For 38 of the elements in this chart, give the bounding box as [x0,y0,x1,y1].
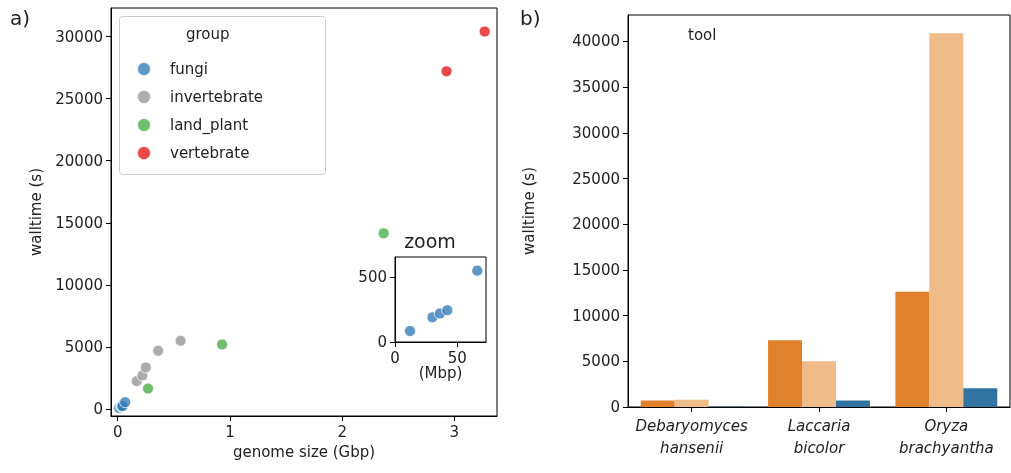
x-tick-label: Laccaria bicolor [787,417,851,457]
x-tick-label: 2 [337,422,347,441]
y-tick-label: 10000 [572,306,620,325]
y-tick-label: 20000 [55,151,103,170]
y-tick-label: 30000 [572,123,620,142]
y-axis-title: walltime (s) [26,168,45,256]
x-tick-label: Oryza brachyantha [898,417,994,457]
text: a) [10,6,31,30]
y-tick-label: 15000 [572,260,620,279]
legend-title: group [186,24,230,43]
x-axis-title: (Mbp) [418,364,463,383]
x-tick-label: 3 [449,422,460,441]
y-tick-label: 15000 [55,213,103,232]
x-axis-title: genome size (Gbp) [232,442,376,461]
legend-label: invertebrate [170,88,264,106]
y-tick-label: 500 [358,268,387,287]
y-tick-label: 35000 [572,78,620,97]
text: b) [520,6,541,30]
x-tick-label: 1 [225,422,235,441]
legend-label: fungi [170,60,208,78]
chart-title: zoom [404,229,456,252]
y-tick-label: 40000 [572,32,620,51]
y-tick-label: 0 [610,398,620,416]
y-tick-label: 20000 [572,215,620,234]
y-tick-label: 25000 [55,89,103,108]
y-axis-title: walltime (s) [519,167,538,255]
x-tick-label: 0 [112,422,123,441]
legend-title: tool [688,25,717,44]
y-tick-label: 10000 [55,275,103,294]
legend-label: land_plant [170,116,249,135]
legend-label: vertebrate [170,144,250,162]
x-tick-label: Debaryomyces hansenii [635,417,749,457]
y-tick-label: 30000 [55,27,103,46]
y-tick-label: 5000 [64,337,103,356]
y-tick-label: 0 [93,400,103,419]
y-tick-label: 25000 [572,169,620,188]
x-tick-label: 50 [447,348,467,367]
y-tick-label: 5000 [581,352,620,371]
